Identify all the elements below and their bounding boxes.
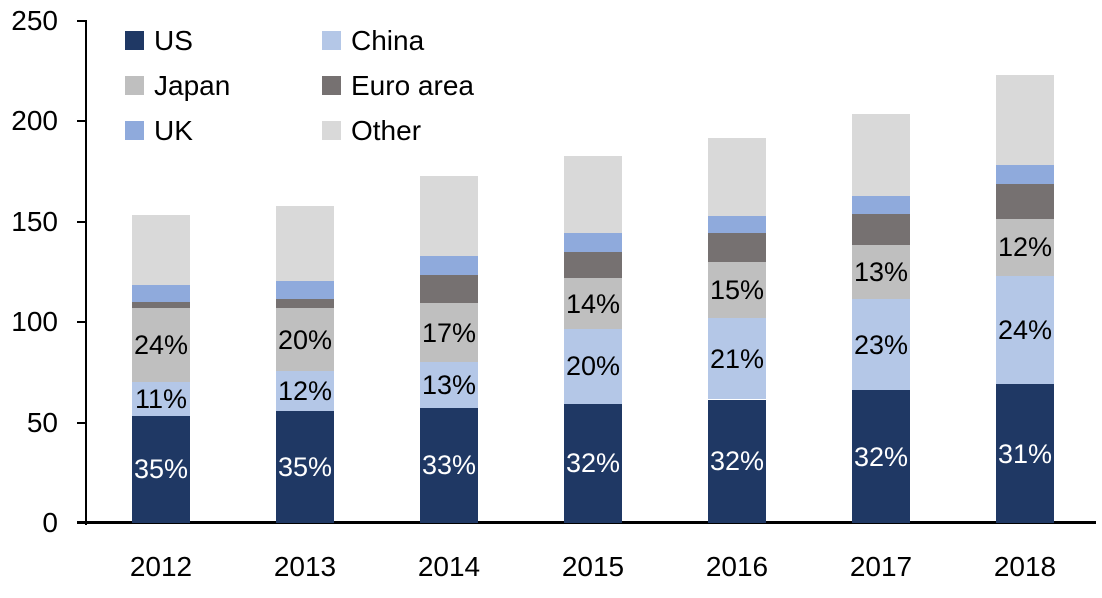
- bar-segment-japan-2012: [132, 308, 190, 383]
- bar-segment-china-2012: [132, 382, 190, 416]
- x-axis-category-label-2012: 2012: [129, 551, 193, 582]
- bar-segment-euro-area-2014: [420, 275, 478, 304]
- bar-segment-china-2017: [852, 299, 910, 391]
- legend-label-uk: UK: [154, 114, 193, 146]
- y-axis-tick-mark: [77, 220, 86, 223]
- legend-label-us: US: [154, 24, 193, 56]
- bar-segment-us-2015: [564, 403, 622, 523]
- bar-segment-uk-2012: [132, 285, 190, 303]
- bar-segment-china-2015: [564, 329, 622, 404]
- legend-label-japan: Japan: [154, 69, 231, 101]
- legend-item-us: US: [125, 24, 322, 56]
- y-axis-tick-mark: [77, 421, 86, 424]
- legend-item-japan: Japan: [125, 69, 322, 101]
- x-axis-category-label-2015: 2015: [561, 551, 625, 582]
- bar-segment-us-2017: [852, 390, 910, 523]
- y-axis-tick-label: 150: [11, 205, 58, 237]
- bar-segment-japan-2013: [276, 308, 334, 372]
- bar-segment-other-2018: [996, 75, 1054, 165]
- bar-segment-euro-area-2012: [132, 302, 190, 309]
- legend-item-uk: UK: [125, 114, 322, 146]
- bar-segment-japan-2016: [708, 261, 766, 319]
- legend-swatch-euro-area: [322, 76, 341, 95]
- chart-legend: US China Japan Euro area UK Other: [125, 18, 474, 153]
- bar-segment-uk-2013: [276, 281, 334, 300]
- bar-segment-euro-area-2017: [852, 213, 910, 245]
- x-axis-category-label-2013: 2013: [273, 551, 337, 582]
- bar-segment-china-2013: [276, 371, 334, 411]
- bar-segment-euro-area-2015: [564, 251, 622, 278]
- y-axis-tick-mark: [77, 20, 86, 22]
- legend-swatch-china: [322, 31, 341, 50]
- bar-segment-uk-2017: [852, 195, 910, 214]
- y-axis-tick-mark: [77, 321, 86, 324]
- legend-item-euro-area: Euro area: [322, 69, 474, 101]
- legend-label-other: Other: [351, 114, 422, 146]
- legend-swatch-uk: [125, 121, 144, 140]
- bar-segment-other-2012: [132, 214, 190, 286]
- bar-segment-us-2013: [276, 410, 334, 523]
- bar-segment-uk-2015: [564, 232, 622, 252]
- bar-segment-japan-2015: [564, 278, 622, 330]
- x-axis-category-label-2016: 2016: [705, 551, 769, 582]
- y-axis-tick-label: 250: [11, 5, 58, 36]
- bar-segment-other-2015: [564, 155, 622, 233]
- bar-segment-china-2018: [996, 276, 1054, 385]
- bar-segment-other-2016: [708, 138, 766, 216]
- x-axis-category-label-2017: 2017: [849, 551, 913, 582]
- bar-segment-us-2016: [708, 399, 766, 523]
- bar-segment-euro-area-2013: [276, 299, 334, 309]
- bar-segment-uk-2018: [996, 164, 1054, 184]
- legend-item-china: China: [322, 24, 474, 56]
- legend-label-euro-area: Euro area: [351, 69, 474, 101]
- y-axis-tick-label: 50: [26, 406, 58, 438]
- bar-segment-euro-area-2016: [708, 232, 766, 262]
- legend-swatch-other: [322, 121, 341, 140]
- bar-segment-uk-2014: [420, 255, 478, 275]
- x-axis-category-label-2018: 2018: [993, 551, 1057, 582]
- bar-segment-us-2018: [996, 384, 1054, 523]
- y-axis-tick-label: 100: [11, 306, 58, 338]
- y-axis-tick-mark: [77, 120, 86, 123]
- bar-segment-japan-2018: [996, 218, 1054, 276]
- legend-label-china: China: [351, 24, 425, 56]
- bar-segment-euro-area-2018: [996, 183, 1054, 219]
- bar-segment-uk-2016: [708, 215, 766, 233]
- bar-segment-china-2014: [420, 362, 478, 408]
- x-axis-category-label-2014: 2014: [417, 551, 481, 582]
- bar-segment-other-2017: [852, 114, 910, 196]
- bar-segment-us-2014: [420, 407, 478, 523]
- y-axis-tick-label: 200: [11, 105, 58, 137]
- bar-segment-japan-2017: [852, 244, 910, 300]
- bar-segment-other-2014: [420, 175, 478, 256]
- legend-swatch-us: [125, 31, 144, 50]
- bar-segment-other-2013: [276, 205, 334, 282]
- legend-item-other: Other: [322, 114, 474, 146]
- bar-segment-china-2016: [708, 318, 766, 400]
- y-axis-tick-label: 0: [42, 507, 58, 538]
- bar-segment-us-2012: [132, 415, 190, 523]
- y-axis-line: [85, 20, 87, 525]
- legend-swatch-japan: [125, 76, 144, 95]
- bar-segment-japan-2014: [420, 303, 478, 363]
